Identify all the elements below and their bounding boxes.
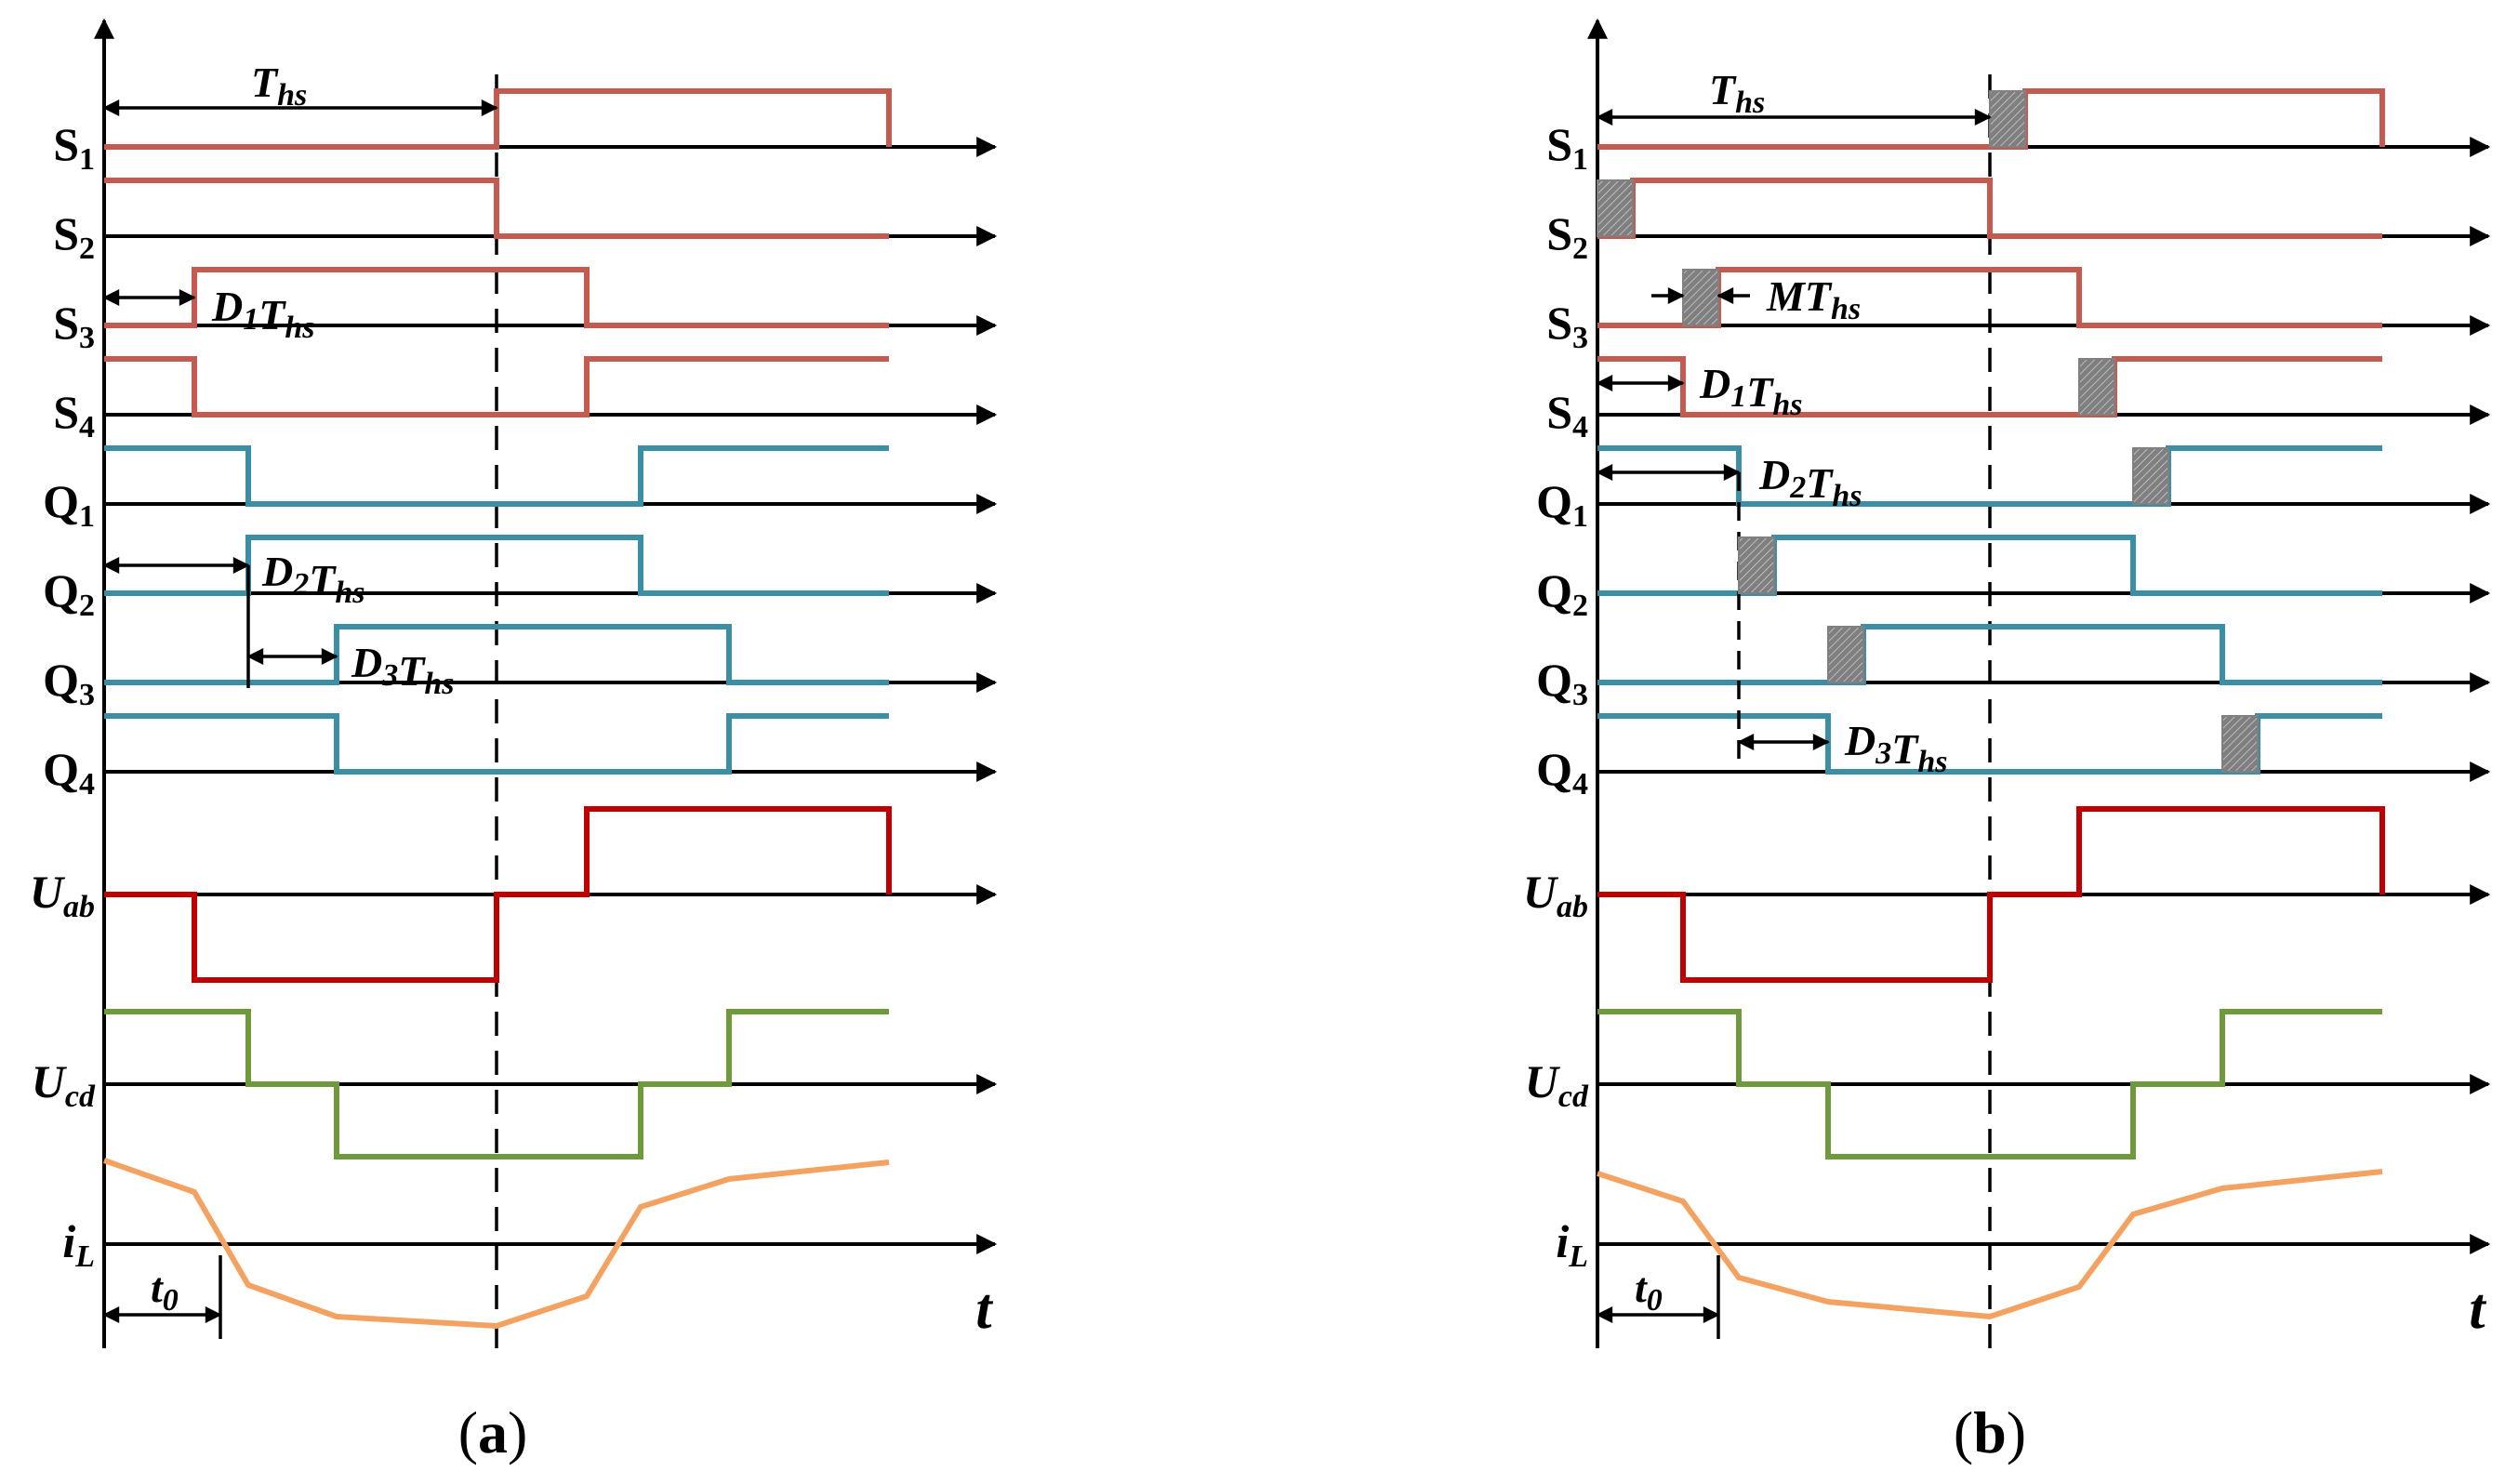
annotation-D3Ths: D3Ths bbox=[1844, 717, 1947, 779]
time-axis-label: t bbox=[2469, 1278, 2486, 1341]
label-Q4: Q4 bbox=[43, 743, 95, 802]
time-axis-label: t bbox=[975, 1278, 993, 1341]
dead-time-block bbox=[1738, 537, 1775, 594]
label-Uab: Uab bbox=[1523, 866, 1588, 924]
panel-b: S1 S2 S3 S4 Q1 Q2 Q3 Q4 Uab Ucd iL Ths MThs D1Ths D2Th… bbox=[1523, 18, 2491, 1465]
label-S3: S3 bbox=[53, 297, 95, 355]
label-S1: S1 bbox=[1546, 118, 1588, 177]
dead-time-block bbox=[1682, 269, 1719, 326]
annotation-t0: t0 bbox=[1635, 1264, 1663, 1318]
waveform-Ucd bbox=[1597, 1009, 2382, 1159]
waveform-S3 bbox=[104, 267, 889, 328]
label-S4: S4 bbox=[1546, 386, 1588, 444]
annotation-D3Ths: D3Ths bbox=[351, 639, 454, 701]
label-S4: S4 bbox=[53, 386, 95, 444]
waveform-Q3 bbox=[104, 624, 889, 685]
annotation-t0: t0 bbox=[151, 1264, 179, 1318]
label-Q3: Q3 bbox=[43, 654, 95, 712]
waveform-Ucd bbox=[104, 1009, 889, 1159]
waveform-S2 bbox=[1597, 178, 2382, 239]
annotation-D2Ths: D2Ths bbox=[261, 548, 364, 610]
annotation-Ths: Ths bbox=[251, 59, 307, 113]
waveform-S2 bbox=[104, 178, 889, 239]
panel-a: S1 S2 S3 S4 Q1 Q2 Q3 Q4 Uab Ucd iL Ths D1Ths D2Ths D3T… bbox=[30, 18, 998, 1465]
waveform-S1 bbox=[104, 88, 892, 150]
panel-caption: (b) bbox=[1954, 1399, 2026, 1465]
annotation-D1Ths: D1Ths bbox=[211, 283, 314, 345]
label-iL: iL bbox=[62, 1215, 95, 1274]
label-Q3: Q3 bbox=[1536, 654, 1588, 712]
dead-time-block bbox=[2078, 358, 2115, 416]
annotation-D1Ths: D1Ths bbox=[1699, 360, 1802, 422]
annotation-MThs: MThs bbox=[1766, 272, 1861, 326]
annotation-Ths: Ths bbox=[1709, 66, 1765, 120]
dead-time-block bbox=[1827, 626, 1864, 683]
label-Uab: Uab bbox=[30, 866, 95, 924]
label-Ucd: Ucd bbox=[32, 1055, 96, 1114]
dead-time-block bbox=[1989, 90, 2026, 148]
waveform-Q2 bbox=[104, 535, 889, 596]
label-Q1: Q1 bbox=[1536, 475, 1588, 534]
label-iL: iL bbox=[1556, 1215, 1588, 1274]
dead-time-block bbox=[2221, 715, 2259, 773]
dead-time-block bbox=[1597, 179, 1634, 237]
label-S2: S2 bbox=[1546, 207, 1588, 266]
waveform-iL bbox=[1597, 1169, 2383, 1320]
label-Q2: Q2 bbox=[43, 564, 95, 623]
label-S3: S3 bbox=[1546, 297, 1588, 355]
waveform-Uab bbox=[104, 806, 892, 983]
label-Q1: Q1 bbox=[43, 475, 95, 534]
waveform-iL bbox=[103, 1158, 890, 1330]
label-Q2: Q2 bbox=[1536, 564, 1588, 623]
dead-time-block bbox=[2132, 447, 2169, 505]
waveform-S4 bbox=[104, 356, 889, 417]
label-Q4: Q4 bbox=[1536, 743, 1588, 802]
panel-caption: (a) bbox=[458, 1399, 528, 1465]
waveform-Q4 bbox=[104, 713, 889, 775]
label-Ucd: Ucd bbox=[1525, 1055, 1589, 1114]
waveform-Q1 bbox=[104, 445, 889, 507]
label-S1: S1 bbox=[53, 118, 95, 177]
waveform-Uab bbox=[1597, 806, 2385, 983]
annotation-D2Ths: D2Ths bbox=[1758, 451, 1862, 513]
label-S2: S2 bbox=[53, 207, 95, 266]
